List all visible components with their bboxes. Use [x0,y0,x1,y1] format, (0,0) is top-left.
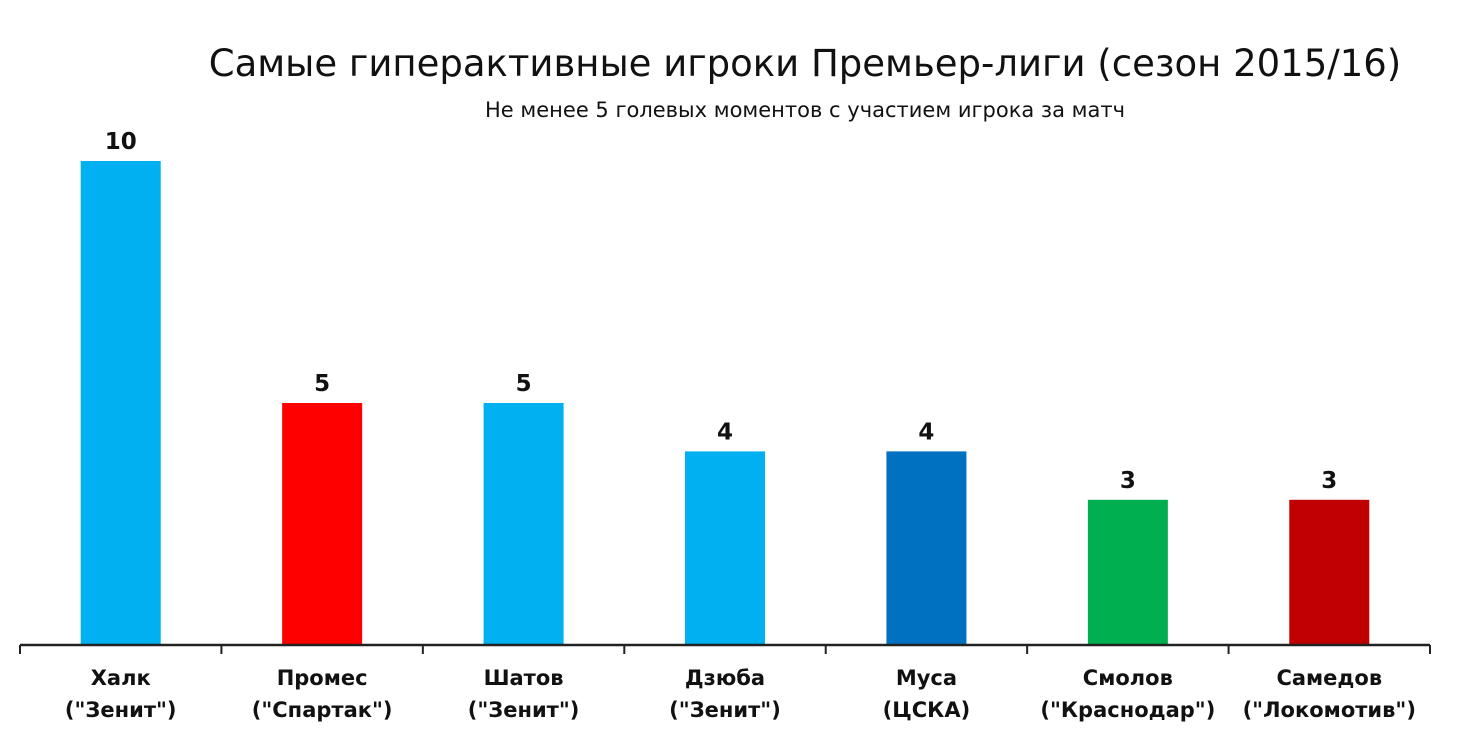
bar-value-label: 4 [717,419,733,445]
x-tick-label: Муса [896,666,957,690]
bar [80,161,161,645]
bar [483,403,564,645]
bar-value-label: 3 [1321,468,1337,494]
x-tick-label: Дзюба [685,666,765,690]
x-tick-label: ("Зенит") [65,698,177,722]
x-tick-label: Промес [277,666,368,690]
bar [1289,499,1370,645]
bar-value-label: 5 [516,371,532,397]
chart-subtitle: Не менее 5 голевых моментов с участием и… [485,98,1125,122]
chart-title: Самые гиперактивные игроки Премьер-лиги … [208,42,1402,85]
bar-value-label: 5 [314,371,330,397]
x-tick-label: Шатов [484,666,564,690]
bar [685,451,765,645]
bar [886,451,967,645]
x-axis: Халк ("Зенит") Промес ("Спартак") Шатов ("Зен… [19,643,1431,722]
x-tick-label: ("Зенит") [669,698,781,722]
x-tick-label: ("Краснодар") [1040,698,1215,722]
bar-value-label: 4 [918,419,934,445]
bar-value-label: 3 [1120,468,1136,494]
x-tick-label: Самедов [1276,666,1382,690]
bars-group: 10 5 5 4 4 3 3 [80,129,1370,645]
x-tick-label: Смолов [1083,666,1173,690]
x-tick-label: ("Зенит") [468,698,580,722]
x-tick-label: ("Спартак") [252,698,393,722]
bar [282,403,363,645]
x-tick-label: ("Локомотив") [1243,698,1416,722]
x-tick-label: (ЦСКА) [883,698,971,722]
bar [1087,499,1168,645]
x-tick-label: Халк [91,666,151,690]
bar-value-label: 10 [105,129,137,155]
